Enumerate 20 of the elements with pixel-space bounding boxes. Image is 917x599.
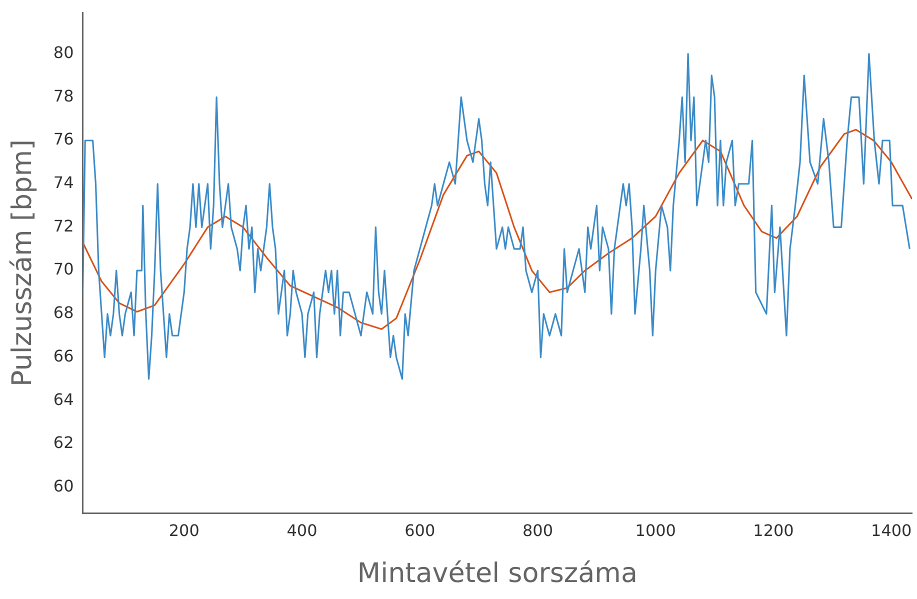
y-tick-label: 70 [53, 260, 74, 279]
y-tick-label: 76 [53, 130, 74, 149]
y-tick-label: 66 [53, 346, 74, 366]
y-tick-label: 60 [53, 476, 74, 496]
y-tick-label: 74 [53, 173, 74, 192]
y-tick-label: 62 [53, 433, 74, 452]
y-axis-title: Pulzusszám [bpm] [7, 139, 38, 387]
x-tick-label: 1200 [753, 521, 794, 540]
x-tick-label: 400 [286, 521, 318, 540]
y-tick-label: 78 [53, 86, 74, 106]
x-tick-label: 200 [168, 521, 200, 540]
x-tick-label: 1400 [871, 521, 912, 540]
y-tick-label: 80 [53, 42, 74, 62]
x-tick-label: 800 [522, 521, 554, 540]
y-tick-label: 68 [53, 303, 74, 322]
x-tick-label: 600 [404, 521, 436, 540]
y-tick-label: 64 [53, 390, 74, 409]
y-tick-label: 72 [53, 216, 74, 236]
x-tick-label: 1000 [635, 521, 676, 540]
x-axis-title: Mintavétel sorszáma [357, 558, 638, 589]
